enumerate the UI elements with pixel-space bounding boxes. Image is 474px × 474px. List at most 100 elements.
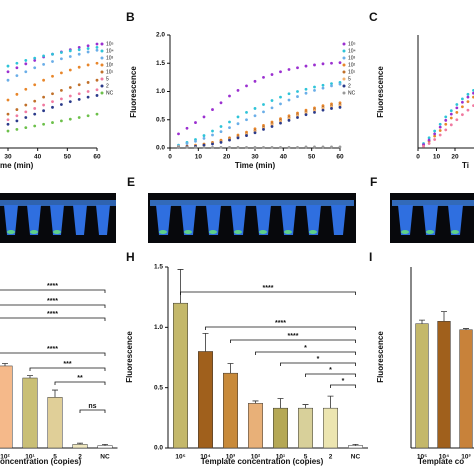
legend-marker (100, 42, 104, 46)
data-point (15, 61, 19, 65)
data-point (51, 52, 54, 56)
data-point (60, 51, 63, 54)
data-point (321, 62, 325, 66)
data-point (279, 146, 282, 149)
significance-label: ** (77, 375, 83, 382)
data-point (438, 125, 442, 129)
data-point (42, 109, 45, 113)
data-point (95, 48, 99, 52)
data-point (185, 126, 189, 130)
data-point (51, 121, 54, 124)
data-point (6, 70, 10, 74)
data-point (262, 146, 265, 149)
significance-bracket (205, 326, 356, 330)
significance-bracket (280, 362, 356, 366)
data-point (95, 46, 99, 49)
data-point (68, 55, 72, 58)
legend-marker (342, 91, 346, 95)
data-point (77, 46, 81, 49)
x-tick-label: 0 (416, 154, 420, 161)
data-point (51, 105, 54, 109)
legend-marker (100, 91, 104, 95)
error-bar (352, 443, 359, 446)
data-point (15, 66, 19, 70)
data-point (86, 63, 90, 67)
data-point (444, 115, 448, 119)
data-point (95, 112, 99, 116)
data-point (24, 70, 28, 74)
data-point (338, 105, 342, 109)
data-point (438, 129, 442, 132)
photo-f (390, 193, 474, 243)
data-point (202, 146, 206, 149)
data-point (253, 131, 257, 135)
legend-label: 10⁵ (106, 41, 114, 47)
data-point (444, 122, 448, 126)
significance-bracket (54, 381, 106, 385)
legend-marker (100, 77, 104, 81)
y-axis-label: Fluorescence (129, 66, 138, 118)
data-point (287, 118, 291, 122)
error-bar (77, 442, 83, 445)
data-point (245, 134, 248, 137)
data-point (236, 115, 240, 119)
data-point (270, 99, 274, 102)
data-point (287, 68, 291, 71)
data-point (455, 118, 459, 122)
panel-label: H (126, 250, 135, 264)
bar (459, 329, 473, 449)
x-tick-label: 10⁴ (200, 454, 210, 461)
data-point (330, 82, 333, 85)
y-tick-label: 0.5 (154, 384, 163, 391)
data-point (177, 132, 180, 136)
data-point (211, 133, 214, 137)
legend-label: 2 (106, 83, 109, 89)
significance-label: **** (47, 283, 58, 290)
data-point (270, 125, 274, 128)
legend-marker (342, 70, 346, 74)
error-bar (441, 311, 447, 322)
significance-label: * (329, 367, 332, 374)
x-tick-label: 10² (251, 454, 261, 461)
bar (323, 407, 338, 449)
data-point (68, 86, 72, 89)
data-point (466, 100, 470, 104)
legend-label: 2 (348, 83, 351, 89)
data-point (228, 126, 231, 130)
data-point (33, 124, 37, 128)
data-point (287, 92, 291, 96)
x-tick-label: 30 (251, 154, 259, 161)
data-point (279, 70, 282, 74)
x-tick-label: 60 (93, 154, 101, 161)
data-point (236, 122, 240, 126)
data-point (245, 146, 248, 149)
data-point (15, 127, 19, 131)
data-point (313, 88, 316, 92)
x-tick-label: 30 (4, 154, 12, 161)
legend-label: 5 (348, 76, 351, 82)
data-point (42, 78, 45, 82)
data-point (236, 136, 240, 140)
data-point (219, 140, 223, 144)
data-point (24, 59, 28, 62)
data-point (444, 128, 448, 132)
data-point (427, 136, 431, 140)
data-point (95, 42, 99, 46)
legend-marker (100, 63, 104, 67)
data-point (6, 122, 10, 126)
x-tick-label: 10⁴ (439, 454, 449, 461)
data-point (433, 129, 437, 133)
x-tick-label: 2 (329, 454, 333, 461)
y-tick-label: 1.0 (154, 324, 163, 331)
data-point (86, 95, 90, 99)
y-tick-label: 0.0 (156, 145, 165, 152)
data-point (15, 92, 19, 96)
data-point (461, 105, 464, 109)
data-point (194, 139, 197, 143)
data-point (86, 81, 90, 84)
data-point (42, 122, 45, 126)
data-point (296, 95, 299, 98)
data-point (236, 88, 240, 92)
data-point (321, 108, 325, 112)
data-point (211, 129, 214, 133)
